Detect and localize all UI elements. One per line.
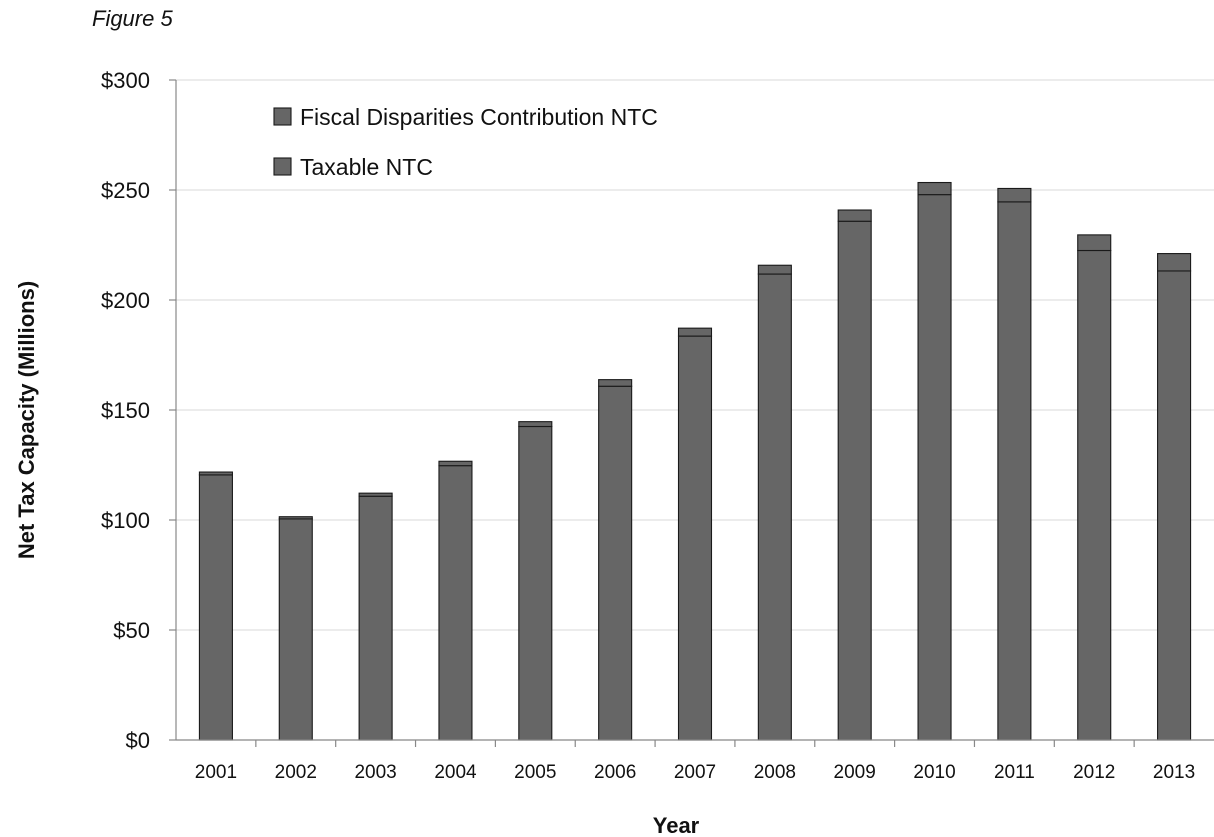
- bar-fiscal-disparities-ntc: [598, 379, 633, 387]
- x-tick-label: 2007: [674, 762, 716, 783]
- x-tick-label: 2010: [913, 762, 955, 783]
- x-tick-label: 2013: [1153, 762, 1195, 783]
- y-tick-labels: $0 $50 $100 $150 $200 $250 $300: [101, 68, 150, 753]
- bar-taxable-ntc: [1157, 270, 1192, 741]
- legend-swatch: [273, 157, 292, 176]
- bar-fiscal-disparities-ntc: [917, 181, 952, 196]
- bar-taxable-ntc: [438, 465, 473, 741]
- legend-swatch: [273, 107, 292, 126]
- legend: Fiscal Disparities Contribution NTC Taxab…: [273, 104, 658, 180]
- bar-taxable-ntc: [917, 194, 952, 741]
- x-tick-labels: 2001 2002 2003 2004 2005 2006 2007 2008 2009 2010…: [195, 762, 1195, 783]
- y-axis-title: Net Tax Capacity (Millions): [14, 281, 39, 559]
- y-tick-label: $50: [113, 618, 150, 643]
- bar-fiscal-disparities-ntc: [837, 209, 872, 222]
- x-tick-label: 2001: [195, 762, 237, 783]
- bar-fiscal-disparities-ntc: [757, 264, 792, 275]
- bar-taxable-ntc: [677, 335, 713, 741]
- x-axis-title: Year: [653, 813, 700, 837]
- x-tick-label: 2009: [834, 762, 876, 783]
- x-tick-label: 2002: [275, 762, 317, 783]
- axes: [169, 79, 1214, 747]
- bar-fiscal-disparities-ntc: [518, 421, 553, 428]
- bar-fiscal-disparities-ntc: [677, 327, 713, 337]
- bar-taxable-ntc: [518, 425, 553, 741]
- bar-fiscal-disparities-ntc: [1157, 253, 1192, 272]
- bar-fiscal-disparities-ntc: [1077, 234, 1112, 252]
- legend-label: Taxable NTC: [300, 154, 433, 180]
- x-tick-label: 2003: [354, 762, 396, 783]
- bar-taxable-ntc: [837, 220, 872, 741]
- y-tick-label: $100: [101, 508, 150, 533]
- y-tick-label: $150: [101, 398, 150, 423]
- y-tick-label: $250: [101, 178, 150, 203]
- y-tick-label: $200: [101, 288, 150, 313]
- bar-taxable-ntc: [598, 385, 633, 741]
- figure-label: Figure 5: [92, 6, 173, 31]
- legend-label: Fiscal Disparities Contribution NTC: [300, 104, 658, 130]
- x-tick-label: 2006: [594, 762, 636, 783]
- x-tick-label: 2004: [434, 762, 477, 783]
- x-tick-label: 2008: [754, 762, 796, 783]
- bar-taxable-ntc: [198, 474, 233, 741]
- x-tick-label: 2005: [514, 762, 556, 783]
- bar-fiscal-disparities-ntc: [438, 460, 473, 467]
- bar-taxable-ntc: [278, 518, 313, 741]
- bar-fiscal-disparities-ntc: [278, 516, 313, 520]
- bar-fiscal-disparities-ntc: [997, 187, 1032, 203]
- y-tick-label: $300: [101, 68, 150, 93]
- bar-taxable-ntc: [358, 495, 393, 741]
- y-tick-label: $0: [126, 728, 150, 753]
- bar-taxable-ntc: [1077, 249, 1112, 741]
- bar-fiscal-disparities-ntc: [358, 492, 393, 497]
- bar-taxable-ntc: [997, 201, 1032, 741]
- x-tick-label: 2011: [994, 762, 1035, 783]
- bar-taxable-ntc: [757, 273, 792, 741]
- bars: [198, 181, 1192, 741]
- x-tick-label: 2012: [1073, 762, 1115, 783]
- bar-fiscal-disparities-ntc: [198, 471, 233, 476]
